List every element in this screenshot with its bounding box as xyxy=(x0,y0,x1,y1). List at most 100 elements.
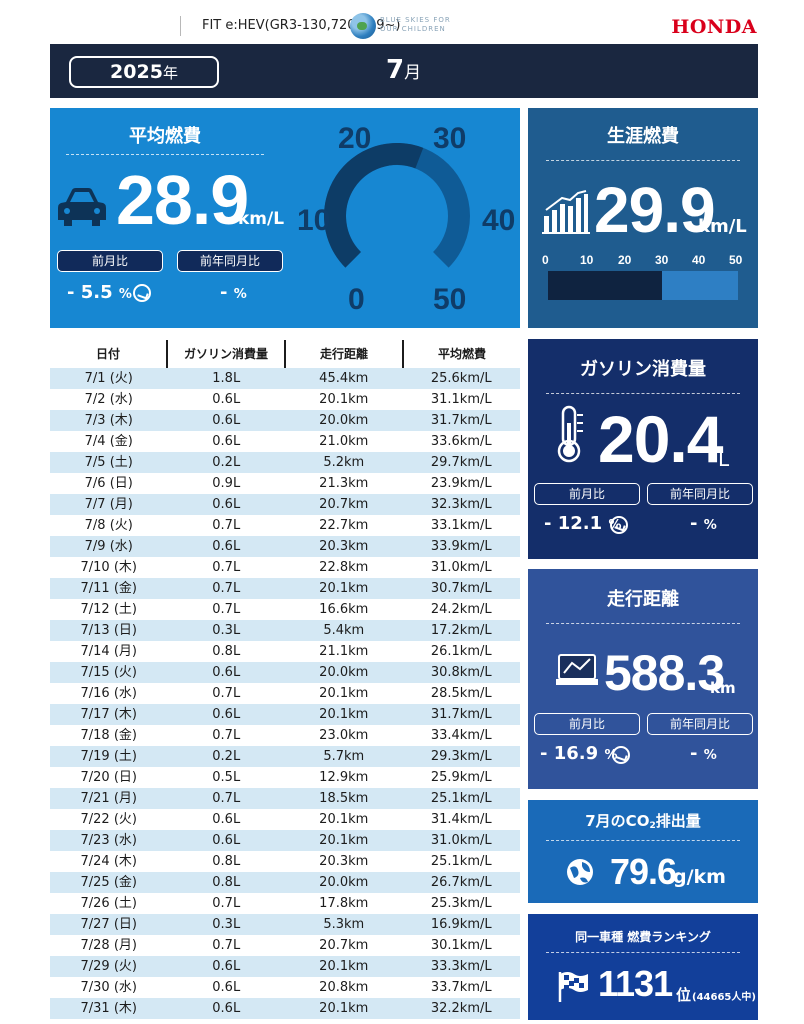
cell-distance: 20.1km xyxy=(319,959,369,974)
distance-value: 588.3 xyxy=(604,645,725,701)
cell-date: 7/20 (日) xyxy=(80,770,137,785)
cell-fuel-economy: 33.1km/L xyxy=(430,518,492,533)
cell-distance: 21.3km xyxy=(319,476,369,491)
table-row: 7/15 (火) 0.6L 20.0km 30.8km/L xyxy=(50,662,520,683)
cell-fuel-economy: 33.7km/L xyxy=(430,980,492,995)
cell-date: 7/3 (木) xyxy=(84,413,133,428)
cell-distance: 20.3km xyxy=(319,854,369,869)
cell-date: 7/31 (木) xyxy=(80,1001,137,1016)
table-row: 7/18 (金) 0.7L 23.0km 33.4km/L xyxy=(50,725,520,746)
cell-fuel-economy: 25.9km/L xyxy=(430,770,492,785)
prev-month-tag: 前月比 xyxy=(534,483,640,505)
cell-date: 7/1 (火) xyxy=(84,371,133,386)
year-selector[interactable]: 2025年 xyxy=(69,56,219,88)
cell-date: 7/13 (日) xyxy=(80,623,137,638)
prev-month-value: - 16.9 xyxy=(540,743,599,764)
table-row: 7/17 (木) 0.6L 20.1km 31.7km/L xyxy=(50,704,520,725)
cell-date: 7/11 (金) xyxy=(80,581,137,596)
prev-month-value: - 12.1 xyxy=(544,513,603,534)
table-row: 7/25 (金) 0.8L 20.0km 26.7km/L xyxy=(50,872,520,893)
gauge-label-20: 20 xyxy=(338,122,372,155)
table-row: 7/8 (火) 0.7L 22.7km 33.1km/L xyxy=(50,515,520,536)
cell-date: 7/18 (金) xyxy=(80,728,137,743)
cell-gasoline: 0.7L xyxy=(212,602,241,617)
cell-distance: 20.3km xyxy=(319,539,369,554)
gauge-fill xyxy=(324,143,424,268)
panel-title: 走行距離 xyxy=(607,589,679,610)
table-row: 7/26 (土) 0.7L 17.8km 25.3km/L xyxy=(50,893,520,914)
trend-icon xyxy=(133,284,151,302)
column-header-fuel-economy: 平均燃費 xyxy=(437,347,486,361)
cell-distance: 18.5km xyxy=(319,791,369,806)
cell-distance: 20.1km xyxy=(319,581,369,596)
fuel-gauge xyxy=(324,143,470,268)
table-row: 7/14 (月) 0.8L 21.1km 26.1km/L xyxy=(50,641,520,662)
cell-fuel-economy: 33.6km/L xyxy=(430,434,492,449)
prev-month-value: - 5.5 xyxy=(67,282,113,303)
prev-year-value: - xyxy=(690,743,698,764)
gauge-label-40: 40 xyxy=(482,204,516,237)
cell-date: 7/9 (水) xyxy=(84,539,133,554)
lifetime-fuel-panel: 生涯燃費 29.9 km/L 0 10 20 30 40 50 xyxy=(528,108,758,328)
cell-distance: 5.3km xyxy=(323,917,365,932)
table-row: 7/21 (月) 0.7L 18.5km 25.1km/L xyxy=(50,788,520,809)
gasoline-unit: L xyxy=(718,447,730,471)
cell-date: 7/28 (月) xyxy=(80,938,137,953)
scale-label: 50 xyxy=(729,253,743,267)
cell-distance: 16.6km xyxy=(319,602,369,617)
month-suffix: 月 xyxy=(404,63,422,83)
cell-distance: 20.0km xyxy=(319,665,369,680)
table-row: 7/22 (火) 0.6L 20.1km 31.4km/L xyxy=(50,809,520,830)
lifetime-fuel-unit: km/L xyxy=(698,216,747,237)
gasoline-panel: ガソリン消費量 20.4 L 前月比 前年同月比 - 12.1 % - % xyxy=(528,339,758,559)
cell-date: 7/10 (木) xyxy=(80,560,137,575)
cell-distance: 21.1km xyxy=(319,644,369,659)
ranking-panel: 同一車種 燃費ランキング 1131 位 (44665人中) xyxy=(528,914,758,1020)
co2-value: 79.6 xyxy=(610,851,677,892)
cell-date: 7/24 (木) xyxy=(80,854,137,869)
cell-fuel-economy: 29.3km/L xyxy=(430,749,492,764)
cell-gasoline: 0.6L xyxy=(212,665,241,680)
table-row: 7/11 (金) 0.7L 20.1km 30.7km/L xyxy=(50,578,520,599)
prev-month-tag: 前月比 xyxy=(534,713,640,735)
car-icon xyxy=(58,188,106,226)
period-header: 2025年 7月 xyxy=(50,44,758,98)
cell-fuel-economy: 30.1km/L xyxy=(430,938,492,953)
scale-label: 0 xyxy=(542,253,549,267)
cell-distance: 20.8km xyxy=(319,980,369,995)
scale-label: 40 xyxy=(692,253,706,267)
cell-fuel-economy: 25.6km/L xyxy=(430,371,492,386)
cell-date: 7/7 (月) xyxy=(84,497,133,512)
cell-fuel-economy: 33.3km/L xyxy=(430,959,492,974)
table-row: 7/2 (水) 0.6L 20.1km 31.1km/L xyxy=(50,389,520,410)
title-underline xyxy=(546,952,740,953)
prev-month-pct: % xyxy=(118,287,132,302)
rank-total: (44665人中) xyxy=(692,992,756,1003)
cell-fuel-economy: 30.7km/L xyxy=(430,581,492,596)
cell-date: 7/4 (金) xyxy=(84,434,133,449)
scale-label: 20 xyxy=(618,253,632,267)
cell-date: 7/8 (火) xyxy=(84,518,133,533)
co2-panel: 7月のCO2排出量 79.6 g/km xyxy=(528,800,758,903)
table-row: 7/31 (木) 0.6L 20.1km 32.2km/L xyxy=(50,998,520,1019)
cell-distance: 12.9km xyxy=(319,770,369,785)
column-header-gasoline: ガソリン消費量 xyxy=(168,340,286,368)
month-value: 7 xyxy=(386,55,405,85)
cell-gasoline: 0.5L xyxy=(212,770,241,785)
cell-date: 7/27 (日) xyxy=(80,917,137,932)
cell-gasoline: 0.7L xyxy=(212,896,241,911)
cell-gasoline: 0.2L xyxy=(212,455,241,470)
tagline-line1: BLUE SKIES FOR xyxy=(380,16,451,24)
navigation-map-icon xyxy=(556,654,598,685)
cell-date: 7/12 (土) xyxy=(80,602,137,617)
gauge-label-30: 30 xyxy=(433,122,467,155)
panel-title: 同一車種 燃費ランキング xyxy=(575,930,711,944)
cell-date: 7/25 (金) xyxy=(80,875,137,890)
table-row: 7/20 (日) 0.5L 12.9km 25.9km/L xyxy=(50,767,520,788)
cell-fuel-economy: 26.7km/L xyxy=(430,875,492,890)
prev-year-tag: 前年同月比 xyxy=(177,250,283,272)
cell-date: 7/19 (土) xyxy=(80,749,137,764)
table-row: 7/6 (日) 0.9L 21.3km 23.9km/L xyxy=(50,473,520,494)
cell-gasoline: 0.6L xyxy=(212,833,241,848)
cell-gasoline: 0.7L xyxy=(212,728,241,743)
